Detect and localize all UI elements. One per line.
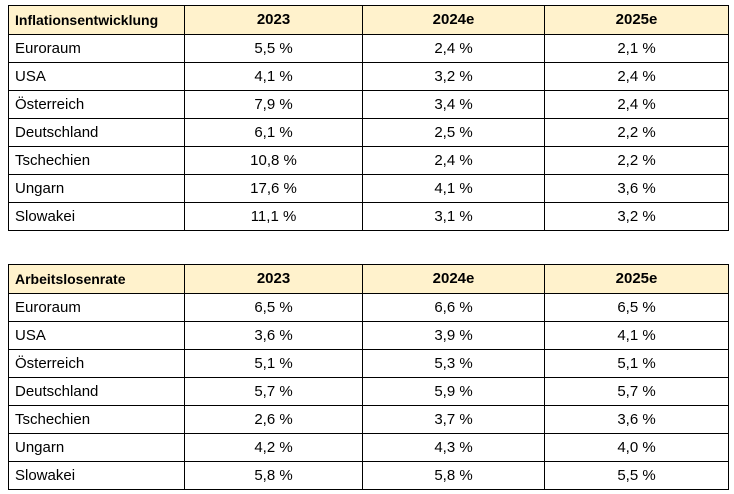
country-cell: Ungarn xyxy=(8,433,185,462)
value-cell: 6,6 % xyxy=(362,293,545,322)
value-cell: 2,2 % xyxy=(544,146,729,175)
value-cell: 5,7 % xyxy=(184,377,363,406)
country-cell: Österreich xyxy=(8,349,185,378)
value-cell: 3,9 % xyxy=(362,321,545,350)
value-cell: 2,2 % xyxy=(544,118,729,147)
table-row: Euroraum 6,5 % 6,6 % 6,5 % xyxy=(8,293,729,322)
value-cell: 5,8 % xyxy=(184,461,363,490)
value-cell: 5,5 % xyxy=(184,34,363,63)
table-row: Slowakei 11,1 % 3,1 % 3,2 % xyxy=(8,202,729,231)
value-cell: 6,5 % xyxy=(544,293,729,322)
table-row: Österreich 7,9 % 3,4 % 2,4 % xyxy=(8,90,729,119)
column-header-2023: 2023 xyxy=(184,5,363,35)
value-cell: 6,1 % xyxy=(184,118,363,147)
country-cell: Euroraum xyxy=(8,293,185,322)
value-cell: 4,1 % xyxy=(184,62,363,91)
value-cell: 2,1 % xyxy=(544,34,729,63)
value-cell: 3,1 % xyxy=(362,202,545,231)
value-cell: 4,1 % xyxy=(544,321,729,350)
country-cell: Euroraum xyxy=(8,34,185,63)
value-cell: 4,3 % xyxy=(362,433,545,462)
value-cell: 6,5 % xyxy=(184,293,363,322)
country-cell: Deutschland xyxy=(8,377,185,406)
table-title: Arbeitslosenrate xyxy=(8,264,185,294)
header-row: Arbeitslosenrate 2023 2024e 2025e xyxy=(8,264,729,294)
value-cell: 5,1 % xyxy=(544,349,729,378)
country-cell: Tschechien xyxy=(8,405,185,434)
table-row: Deutschland 5,7 % 5,9 % 5,7 % xyxy=(8,377,729,406)
table-row: Tschechien 10,8 % 2,4 % 2,2 % xyxy=(8,146,729,175)
value-cell: 2,4 % xyxy=(362,34,545,63)
country-cell: USA xyxy=(8,321,185,350)
value-cell: 5,8 % xyxy=(362,461,545,490)
value-cell: 2,4 % xyxy=(544,62,729,91)
value-cell: 3,2 % xyxy=(544,202,729,231)
country-cell: Slowakei xyxy=(8,461,185,490)
unemployment-table: Arbeitslosenrate 2023 2024e 2025e Eurora… xyxy=(8,264,729,490)
value-cell: 2,6 % xyxy=(184,405,363,434)
table-row: Euroraum 5,5 % 2,4 % 2,1 % xyxy=(8,34,729,63)
value-cell: 3,7 % xyxy=(362,405,545,434)
country-cell: Ungarn xyxy=(8,174,185,203)
table-row: Slowakei 5,8 % 5,8 % 5,5 % xyxy=(8,461,729,490)
value-cell: 10,8 % xyxy=(184,146,363,175)
value-cell: 4,2 % xyxy=(184,433,363,462)
value-cell: 5,9 % xyxy=(362,377,545,406)
column-header-2024e: 2024e xyxy=(362,5,545,35)
value-cell: 3,2 % xyxy=(362,62,545,91)
value-cell: 2,5 % xyxy=(362,118,545,147)
value-cell: 11,1 % xyxy=(184,202,363,231)
country-cell: Slowakei xyxy=(8,202,185,231)
country-cell: Deutschland xyxy=(8,118,185,147)
table-row: USA 3,6 % 3,9 % 4,1 % xyxy=(8,321,729,350)
inflation-table: Inflationsentwicklung 2023 2024e 2025e E… xyxy=(8,5,729,231)
table-row: USA 4,1 % 3,2 % 2,4 % xyxy=(8,62,729,91)
value-cell: 5,1 % xyxy=(184,349,363,378)
country-cell: Tschechien xyxy=(8,146,185,175)
value-cell: 5,5 % xyxy=(544,461,729,490)
table-row: Österreich 5,1 % 5,3 % 5,1 % xyxy=(8,349,729,378)
table-title: Inflationsentwicklung xyxy=(8,5,185,35)
value-cell: 3,4 % xyxy=(362,90,545,119)
value-cell: 17,6 % xyxy=(184,174,363,203)
column-header-2023: 2023 xyxy=(184,264,363,294)
value-cell: 5,7 % xyxy=(544,377,729,406)
value-cell: 3,6 % xyxy=(184,321,363,350)
value-cell: 4,1 % xyxy=(362,174,545,203)
value-cell: 3,6 % xyxy=(544,405,729,434)
value-cell: 4,0 % xyxy=(544,433,729,462)
country-cell: USA xyxy=(8,62,185,91)
value-cell: 7,9 % xyxy=(184,90,363,119)
table-row: Ungarn 4,2 % 4,3 % 4,0 % xyxy=(8,433,729,462)
country-cell: Österreich xyxy=(8,90,185,119)
value-cell: 2,4 % xyxy=(362,146,545,175)
value-cell: 5,3 % xyxy=(362,349,545,378)
table-row: Ungarn 17,6 % 4,1 % 3,6 % xyxy=(8,174,729,203)
header-row: Inflationsentwicklung 2023 2024e 2025e xyxy=(8,5,729,35)
value-cell: 2,4 % xyxy=(544,90,729,119)
value-cell: 3,6 % xyxy=(544,174,729,203)
column-header-2025e: 2025e xyxy=(544,264,729,294)
table-row: Deutschland 6,1 % 2,5 % 2,2 % xyxy=(8,118,729,147)
table-row: Tschechien 2,6 % 3,7 % 3,6 % xyxy=(8,405,729,434)
column-header-2024e: 2024e xyxy=(362,264,545,294)
column-header-2025e: 2025e xyxy=(544,5,729,35)
